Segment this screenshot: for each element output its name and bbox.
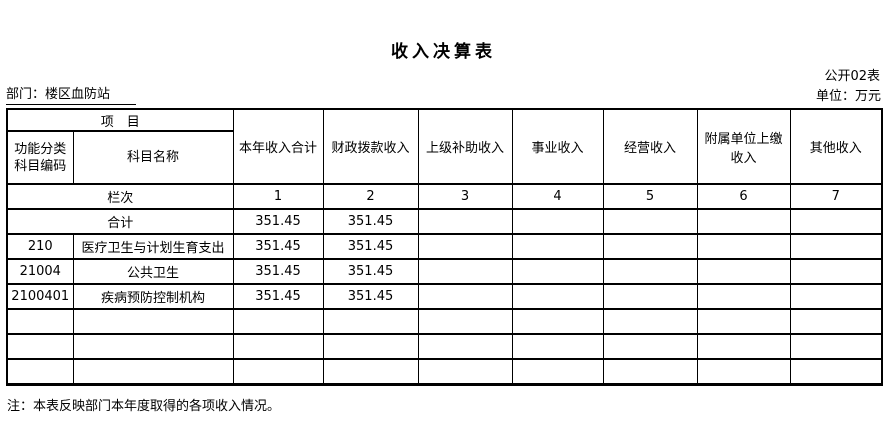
page-title: 收入决算表	[391, 42, 496, 62]
cell-value: 351.45	[322, 233, 419, 260]
cell-value: 351.45	[232, 283, 324, 310]
cell-value	[696, 258, 791, 285]
cell-subject-name	[72, 358, 234, 385]
lanci-label: 栏次	[6, 183, 234, 210]
cell-value: 351.45	[232, 208, 324, 235]
cell-value	[602, 283, 698, 310]
cell-subject-name	[72, 333, 234, 360]
cell-value	[511, 208, 604, 235]
cell-value	[417, 233, 513, 260]
cell-value	[511, 233, 604, 260]
table-row	[6, 358, 883, 385]
cell-function-code	[6, 333, 74, 360]
cell-value	[789, 358, 883, 385]
cell-function-code: 21004	[6, 258, 74, 285]
column-index-row: 栏次 1 2 3 4 5 6 7	[6, 183, 883, 210]
cell-value	[511, 333, 604, 360]
cell-value	[417, 358, 513, 385]
cell-value	[696, 208, 791, 235]
cell-function-code	[6, 358, 74, 385]
cell-value	[602, 233, 698, 260]
cell-value	[232, 308, 324, 335]
header-row-item-group: 项 目 本年收入合计 财政拨款收入 上级补助收入 事业收入 经营收入 附属单位上…	[6, 108, 883, 185]
header-col-other-income: 其他收入	[789, 108, 883, 185]
cell-row-label: 合计	[6, 208, 234, 235]
header-col-business-income: 事业收入	[511, 108, 604, 185]
meta-row: 部门：楼区血防站 单位：万元	[6, 86, 881, 105]
cell-value	[696, 283, 791, 310]
cell-value	[417, 333, 513, 360]
footnote: 注：本表反映部门本年度取得的各项收入情况。	[7, 398, 281, 414]
cell-function-code: 2100401	[6, 283, 74, 310]
lanci-number: 2	[322, 183, 419, 210]
lanci-number: 1	[232, 183, 324, 210]
cell-value	[696, 308, 791, 335]
header-col-superior-subsidy: 上级补助收入	[417, 108, 513, 185]
cell-subject-name: 公共卫生	[72, 258, 234, 285]
cell-value	[789, 258, 883, 285]
cell-value	[417, 283, 513, 310]
cell-value	[789, 233, 883, 260]
department-label: 部门：楼区血防站	[6, 86, 137, 105]
cell-value	[602, 333, 698, 360]
lanci-number: 5	[602, 183, 698, 210]
cell-subject-name: 医疗卫生与计划生育支出	[72, 233, 234, 260]
cell-value	[511, 308, 604, 335]
cell-function-code	[6, 308, 74, 335]
lanci-number: 4	[511, 183, 604, 210]
cell-value: 351.45	[322, 208, 419, 235]
cell-value	[789, 333, 883, 360]
header-item-group: 项 目	[6, 108, 234, 132]
cell-value	[322, 333, 419, 360]
cell-value	[602, 308, 698, 335]
cell-value	[602, 208, 698, 235]
cell-function-code: 210	[6, 233, 74, 260]
cell-value	[789, 283, 883, 310]
page: 收入决算表 公开02表 部门：楼区血防站 单位：万元 项 目 本年收入合计 财政…	[0, 42, 887, 443]
cell-subject-name: 疾病预防控制机构	[72, 283, 234, 310]
cell-value: 351.45	[322, 258, 419, 285]
table-row: 21004 公共卫生 351.45 351.45	[6, 258, 883, 285]
cell-value	[232, 333, 324, 360]
header-function-code: 功能分类科目编码	[6, 130, 74, 185]
lanci-number: 7	[789, 183, 883, 210]
cell-value: 351.45	[322, 283, 419, 310]
cell-value	[696, 233, 791, 260]
table-ref-label: 公开02表	[824, 69, 880, 84]
cell-value: 351.45	[232, 258, 324, 285]
cell-value	[417, 208, 513, 235]
cell-value	[417, 258, 513, 285]
cell-subject-name	[72, 308, 234, 335]
table-row: 210 医疗卫生与计划生育支出 351.45 351.45	[6, 233, 883, 260]
cell-value	[696, 333, 791, 360]
header-col-affiliated-unit-income: 附属单位上缴收入	[696, 108, 791, 185]
cell-value	[417, 308, 513, 335]
lanci-number: 3	[417, 183, 513, 210]
cell-value	[696, 358, 791, 385]
table-row	[6, 308, 883, 335]
income-table: 项 目 本年收入合计 财政拨款收入 上级补助收入 事业收入 经营收入 附属单位上…	[6, 108, 884, 386]
table-row	[6, 333, 883, 360]
cell-value	[511, 258, 604, 285]
cell-value	[511, 283, 604, 310]
cell-value: 351.45	[232, 233, 324, 260]
cell-value	[789, 308, 883, 335]
cell-value	[511, 358, 604, 385]
header-col-fiscal-appropriation: 财政拨款收入	[322, 108, 419, 185]
header-row-subheader: 功能分类科目编码 科目名称	[6, 130, 882, 185]
cell-value	[322, 358, 419, 385]
lanci-number: 6	[696, 183, 791, 210]
cell-value	[602, 258, 698, 285]
cell-value	[602, 358, 698, 385]
unit-label: 单位：万元	[815, 89, 881, 104]
table-row: 2100401 疾病预防控制机构 351.45 351.45	[6, 283, 883, 310]
cell-value	[789, 208, 883, 235]
cell-value	[322, 308, 419, 335]
header-col-operating-income: 经营收入	[602, 108, 698, 185]
header-subject-name: 科目名称	[72, 130, 234, 185]
table-row: 合计 351.45 351.45	[6, 208, 883, 235]
cell-value	[232, 358, 324, 385]
header-col-total-income: 本年收入合计	[232, 108, 324, 185]
